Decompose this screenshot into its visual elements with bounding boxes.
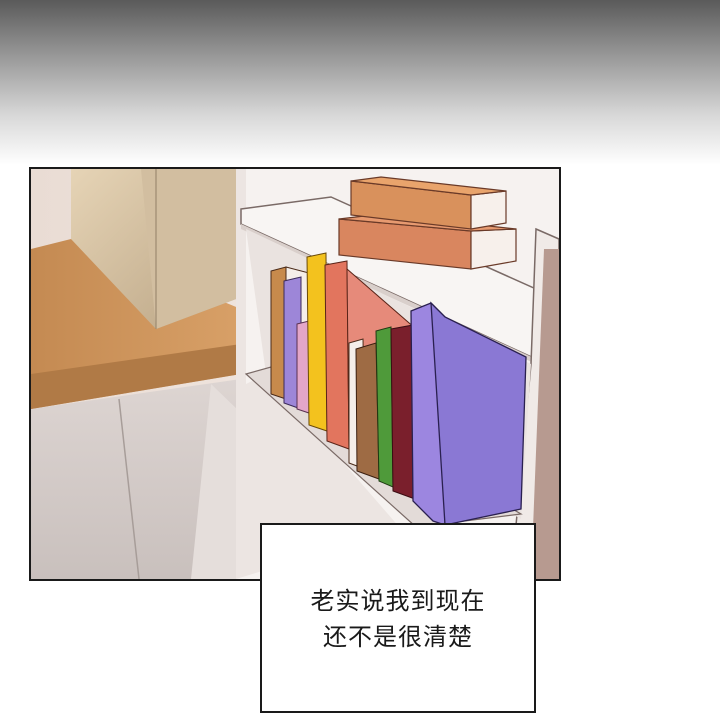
books-row [270, 252, 527, 526]
top-gradient-background [0, 0, 720, 165]
speech-line-1: 老实说我到现在 [310, 587, 486, 615]
comic-panel [29, 167, 561, 581]
bookshelf-illustration [31, 169, 559, 579]
speech-line-2: 还不是很清楚 [323, 623, 473, 651]
cabinet-front [31, 379, 241, 579]
speech-box: 老实说我到现在 还不是很清楚 [260, 523, 536, 713]
stacked-books [338, 176, 517, 270]
